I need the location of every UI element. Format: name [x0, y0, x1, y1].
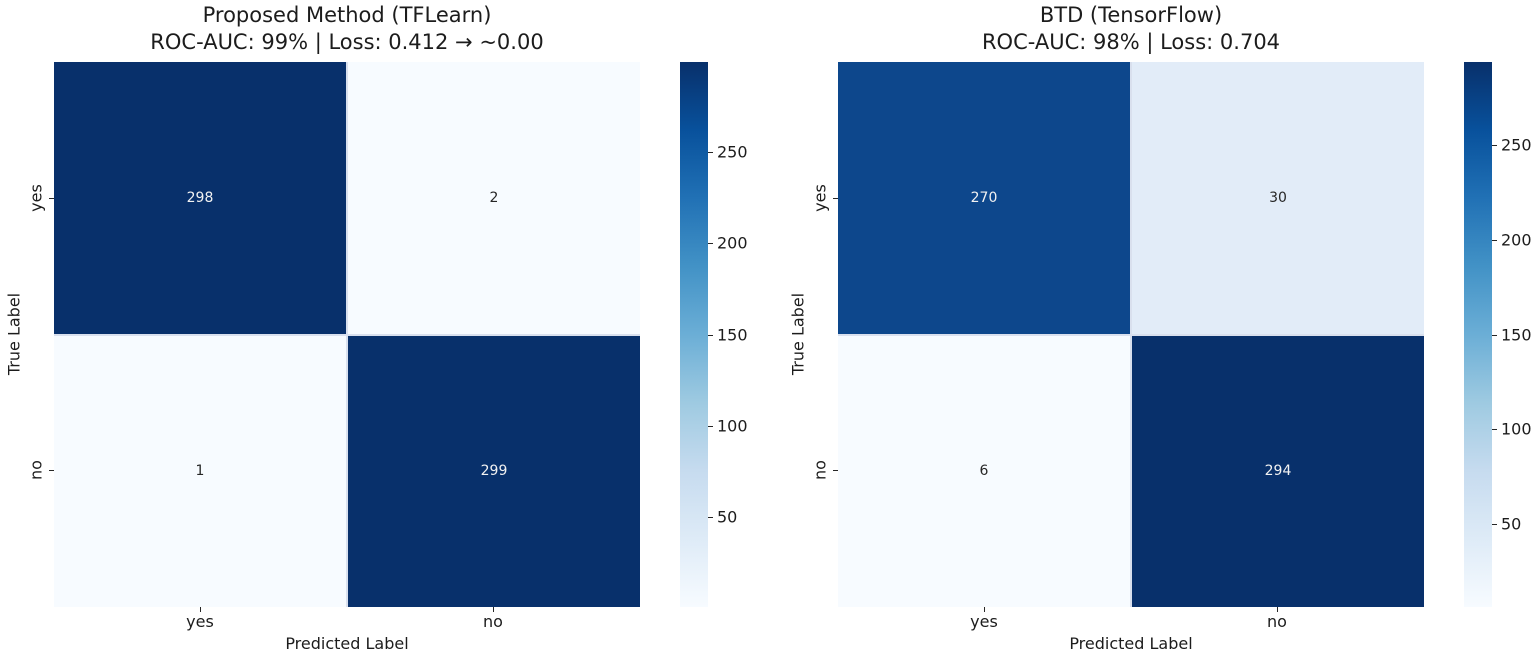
colorbar-tick: 200 — [708, 234, 748, 253]
colorbar-tick: 50 — [1492, 514, 1521, 533]
x-tick-label-yes: yes — [186, 612, 214, 631]
y-axis-tick — [49, 470, 54, 471]
plot-title: Proposed Method (TFLearn) — [202, 3, 492, 27]
x-tick-label-no: no — [1267, 612, 1287, 631]
colorbar-tick-label: 150 — [717, 325, 748, 344]
colorbar-tick: 100 — [708, 416, 748, 435]
colorbar-tick-label: 100 — [717, 416, 748, 436]
y-axis-label: True Label — [4, 292, 24, 376]
x-axis-tick — [493, 607, 494, 612]
colorbar-tick: 50 — [708, 508, 737, 527]
subplot-btd: BTD (TensorFlow) ROC-AUC: 98% | Loss: 0.… — [784, 0, 1535, 658]
plot-title-block: Proposed Method (TFLearn) ROC-AUC: 99% |… — [54, 2, 640, 56]
colorbar-tick-label: 200 — [717, 233, 748, 253]
colorbar-tick-label: 100 — [1501, 419, 1532, 439]
x-tick-label-yes: yes — [970, 612, 998, 631]
colorbar-tick: 150 — [708, 325, 748, 344]
y-tick-label-no: no — [26, 460, 46, 480]
y-axis-label: True Label — [788, 292, 808, 376]
x-tick-label-no: no — [483, 612, 503, 631]
y-axis-tick — [833, 198, 838, 199]
heatmap-cell-no-yes: 1 — [54, 335, 346, 607]
heatmap-cell-yes-yes: 298 — [54, 62, 346, 334]
plot-title-block: BTD (TensorFlow) ROC-AUC: 98% | Loss: 0.… — [838, 2, 1424, 56]
colorbar-tick-label: 250 — [717, 142, 748, 162]
y-axis-tick — [833, 470, 838, 471]
heatmap-cell-no-no: 299 — [348, 335, 640, 607]
colorbar: 50 100 150 200 250 — [680, 62, 748, 607]
x-axis-label: Predicted Label — [1069, 634, 1193, 653]
heatmap-grid: 298 2 1 299 — [54, 62, 640, 607]
y-tick-label-yes: yes — [810, 184, 830, 212]
x-axis-tick — [200, 607, 201, 612]
subplot-proposed-method: Proposed Method (TFLearn) ROC-AUC: 99% |… — [0, 0, 751, 658]
plot-subtitle: ROC-AUC: 99% | Loss: 0.412 → ~0.00 — [150, 30, 544, 54]
colorbar-tick-label: 250 — [1501, 135, 1532, 155]
x-axis-tick — [1277, 607, 1278, 612]
heatmap-cell-no-no: 294 — [1132, 335, 1424, 607]
y-tick-label-no: no — [810, 460, 830, 480]
colorbar-tick-label: 50 — [717, 507, 738, 527]
heatmap-grid: 270 30 6 294 — [838, 62, 1424, 607]
colorbar-tick-label: 150 — [1501, 325, 1532, 344]
colorbar: 50 100 150 200 250 — [1464, 62, 1532, 607]
colorbar-tick-label: 50 — [1501, 514, 1522, 534]
colorbar-tick: 200 — [1492, 230, 1532, 249]
plot-title: BTD (TensorFlow) — [1039, 3, 1223, 27]
y-axis-tick — [49, 198, 54, 199]
heatmap-cell-yes-no: 30 — [1132, 62, 1424, 334]
heatmap-cell-no-yes: 6 — [838, 335, 1130, 607]
colorbar-tick: 250 — [1492, 136, 1532, 155]
colorbar-tick-label: 200 — [1501, 230, 1532, 250]
colorbar-tick: 150 — [1492, 325, 1532, 344]
heatmap-cell-yes-yes: 270 — [838, 62, 1130, 334]
colorbar-tick: 100 — [1492, 420, 1532, 439]
x-axis-label: Predicted Label — [285, 634, 409, 653]
x-axis-tick — [984, 607, 985, 612]
heatmap-cell-yes-no: 2 — [348, 62, 640, 334]
y-tick-label-yes: yes — [26, 184, 46, 212]
colorbar-tick: 250 — [708, 142, 748, 161]
plot-subtitle: ROC-AUC: 98% | Loss: 0.704 — [981, 30, 1281, 54]
